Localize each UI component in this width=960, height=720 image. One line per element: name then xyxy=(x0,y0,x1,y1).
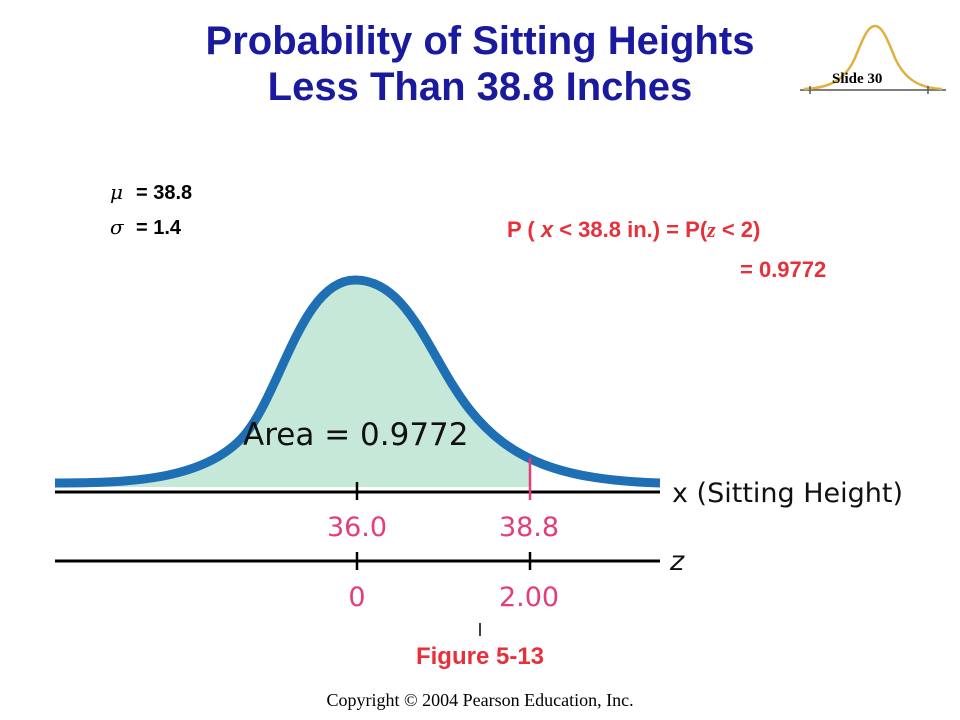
slide-title: Probability of Sitting Heights Less Than… xyxy=(0,18,960,110)
slide-number: Slide 30 xyxy=(832,71,883,87)
area-label: Area = 0.9772 xyxy=(243,417,469,453)
mu-symbol: μ xyxy=(110,180,123,204)
title-line-2: Less Than 38.8 Inches xyxy=(267,65,693,109)
z-tick-label-zero: 0 xyxy=(348,582,365,613)
bell-curve-logo-icon xyxy=(800,24,946,94)
prob-text-end: < 2) xyxy=(715,217,761,242)
x-axis-label: x (Sitting Height) xyxy=(672,478,903,509)
z-tick-label-two: 2.00 xyxy=(499,582,559,613)
shaded-area xyxy=(55,280,530,487)
figure-caption: Figure 5-13 xyxy=(415,643,545,670)
title-line-1: Probability of Sitting Heights xyxy=(205,19,755,63)
sd-parameter: σ = 1.4 xyxy=(110,215,181,240)
prob-text-start: P ( xyxy=(507,217,541,242)
x-tick-label-value: 38.8 xyxy=(499,512,559,543)
prob-text-mid: < 38.8 in.) = P( xyxy=(553,217,708,242)
mean-parameter: μ = 38.8 xyxy=(110,180,192,205)
sd-value: = 1.4 xyxy=(136,217,182,239)
prob-variable-x: x xyxy=(540,217,554,242)
copyright-notice: Copyright © 2004 Pearson Education, Inc. xyxy=(326,690,634,710)
prob-variable-z: z xyxy=(707,217,716,242)
x-tick-label-mean: 36.0 xyxy=(327,512,387,543)
probability-result: = 0.9772 xyxy=(740,257,827,282)
normal-curve xyxy=(54,275,661,488)
mean-value: = 38.8 xyxy=(136,182,193,204)
sigma-symbol: σ xyxy=(110,215,124,239)
z-axis-label: z xyxy=(669,546,685,577)
probability-statement: P ( x < 38.8 in.) = P(z < 2) xyxy=(507,217,760,243)
